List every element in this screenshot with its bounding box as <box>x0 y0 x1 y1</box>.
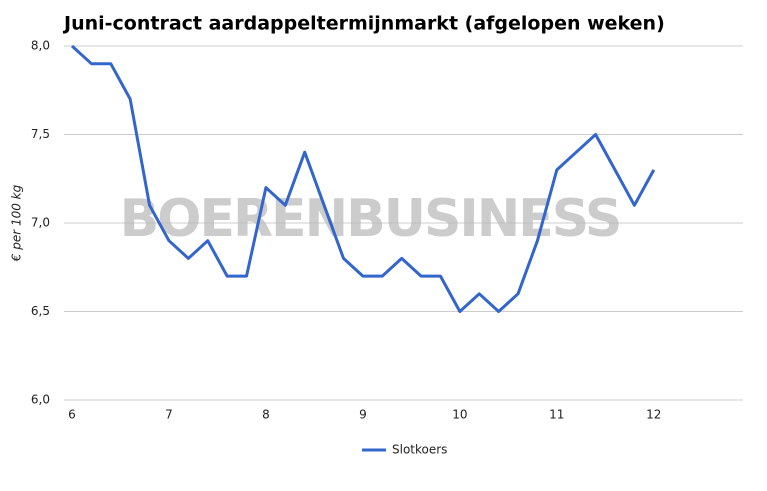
x-tick-label: 8 <box>262 408 270 422</box>
x-tick-label: 9 <box>359 408 367 422</box>
x-tick-label: 7 <box>165 408 173 422</box>
x-tick-label: 11 <box>549 408 564 422</box>
y-axis-label: € per 100 kg <box>10 184 24 262</box>
legend-label: Slotkoers <box>392 443 447 457</box>
x-tick-label: 6 <box>68 408 76 422</box>
x-tick-label: 10 <box>452 408 467 422</box>
y-tick-label: 6,0 <box>31 393 50 407</box>
y-tick-label: 7,5 <box>31 127 50 141</box>
y-tick-label: 8,0 <box>31 39 50 53</box>
y-tick-label: 7,0 <box>31 216 50 230</box>
watermark: BOERENBUSINESS <box>120 189 621 249</box>
y-tick-label: 6,5 <box>31 304 50 318</box>
line-series <box>70 44 656 313</box>
chart-title: Juni-contract aardappeltermijnmarkt (afg… <box>62 13 665 35</box>
x-tick-label: 12 <box>646 408 661 422</box>
